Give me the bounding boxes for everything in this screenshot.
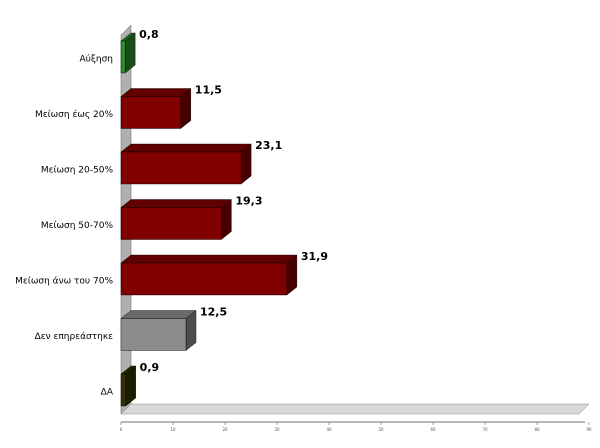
bar [120,373,126,407]
x-tick-label: 90 [586,427,592,432]
bar-top [120,199,232,208]
bar [120,151,242,185]
bar [120,318,187,351]
x-tick-label: 30 [274,427,280,432]
value-label: 11,5 [195,84,222,97]
bar [120,96,181,129]
x-tick-label: 80 [534,427,540,432]
value-label: 19,3 [235,195,262,208]
y-tick-label: Μείωση άνω του 70% [15,277,113,287]
y-tick-label: Μείωση 50-70% [41,221,114,231]
value-label: 23,1 [255,139,282,152]
bar-top [120,310,197,319]
floor [120,403,590,415]
bar-top [120,254,298,264]
x-tick-label: 50 [378,427,384,432]
x-tick-label: 0 [120,427,123,432]
value-label: 0,9 [140,361,160,374]
x-tick-label: 40 [326,427,332,432]
y-tick-label: Μείωση 20-50% [41,166,114,176]
x-tick-label: 10 [170,427,176,432]
value-label: 0,8 [139,28,159,41]
x-tick-label: 70 [482,427,488,432]
x-tick-label: 20 [222,427,228,432]
y-tick-label: ΔΑ [101,388,114,398]
value-label: 12,5 [200,306,227,319]
bar [120,262,288,296]
y-tick-label: Αύξηση [80,54,114,65]
y-tick-label: Δεν επηρεάστηκε [35,332,114,342]
bar [120,207,222,240]
bar-top [120,143,252,153]
value-label: 31,9 [301,250,328,263]
bar-top [120,88,192,97]
bar [120,40,126,74]
y-tick-label: Μείωση έως 20% [35,109,113,120]
x-tick-label: 60 [430,427,436,432]
